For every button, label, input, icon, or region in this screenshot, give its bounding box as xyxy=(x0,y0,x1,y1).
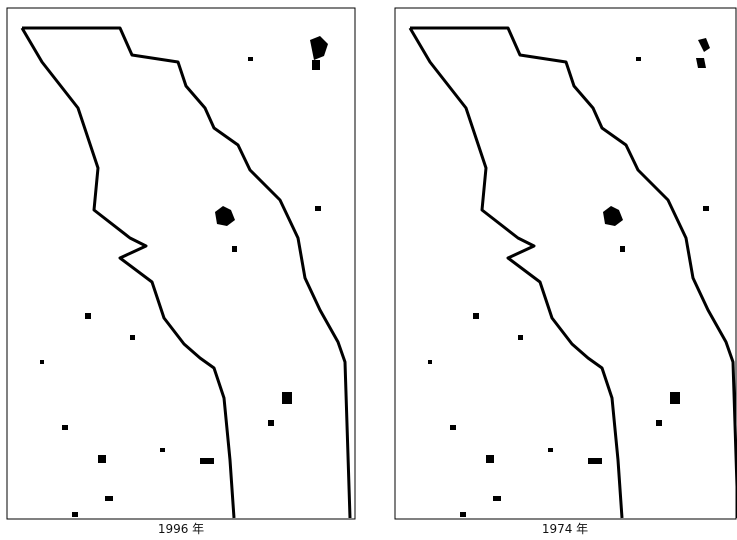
panel-label: 1974 年 xyxy=(542,522,588,536)
panel-label: 1996 年 xyxy=(158,522,204,536)
map-panel-1974 xyxy=(394,7,737,520)
map-panel-1996 xyxy=(6,7,356,520)
